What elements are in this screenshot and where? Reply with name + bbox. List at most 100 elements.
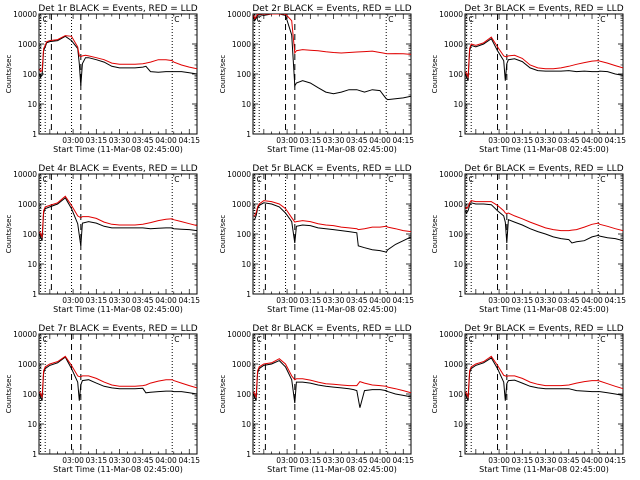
x-tick-label: 04:15 [392, 136, 414, 145]
y-axis-label: Counts/sec [431, 55, 439, 94]
x-tick-label: 03:15 [512, 136, 534, 145]
x-tick-label: 04:00 [155, 456, 177, 465]
x-tick-label: 04:00 [369, 296, 391, 305]
panel-title: Det 2r BLACK = Events, RED = LLD [252, 4, 411, 14]
y-tick-label: 100 [449, 390, 464, 399]
x-tick-label: 04:15 [604, 136, 626, 145]
chart-panel-5: Det 5r BLACK = Events, RED = LLD 1 10 100 10… [219, 164, 414, 314]
x-axis-label: Start Time (11-Mar-08 02:45:00) [267, 465, 397, 474]
events-series-line [465, 357, 623, 401]
x-tick-label: 03:15 [512, 296, 534, 305]
lld-series-line [465, 36, 623, 79]
y-tick-label: 10000 [439, 10, 463, 19]
panel-title: Det 1r BLACK = Events, RED = LLD [38, 4, 197, 14]
panel-title: Det 6r BLACK = Events, RED = LLD [464, 164, 623, 174]
y-axis-label: Counts/sec [5, 375, 13, 414]
plot-frame [252, 173, 412, 295]
x-tick-label: 03:45 [346, 456, 368, 465]
plot-frame [464, 333, 624, 455]
events-series-line [465, 37, 623, 81]
panel-title: Det 8r BLACK = Events, RED = LLD [252, 324, 411, 334]
panel-title: Det 3r BLACK = Events, RED = LLD [464, 4, 623, 14]
x-tick-label: 04:00 [155, 136, 177, 145]
x-tick-label: 03:45 [558, 296, 580, 305]
x-tick-label: 04:00 [369, 136, 391, 145]
y-tick-label: 10 [241, 260, 251, 269]
marker-c-label: C [43, 335, 48, 344]
y-tick-label: 100 [23, 70, 38, 79]
y-tick-label: 10000 [13, 10, 37, 19]
x-tick-label: 03:15 [300, 456, 322, 465]
events-series-line [253, 360, 411, 408]
chart-panel-6: Det 6r BLACK = Events, RED = LLD 1 10 100 10… [431, 164, 626, 314]
y-tick-label: 1000 [444, 200, 463, 209]
marker-c-label: C [257, 15, 262, 24]
y-axis-label: Counts/sec [431, 215, 439, 254]
y-axis-label: Counts/sec [219, 375, 227, 414]
x-tick-label: 03:00 [488, 456, 510, 465]
chart-panel-2: Det 2r BLACK = Events, RED = LLD 1 10 100 10… [219, 4, 414, 154]
x-tick-label: 03:45 [346, 296, 368, 305]
y-tick-label: 1 [32, 130, 37, 139]
y-tick-label: 1 [458, 130, 463, 139]
x-tick-label: 03:30 [535, 136, 557, 145]
x-tick-label: 04:15 [392, 296, 414, 305]
marker-c-label: C [600, 175, 605, 184]
panel-title: Det 9r BLACK = Events, RED = LLD [464, 324, 623, 334]
y-tick-label: 10000 [227, 330, 251, 339]
y-tick-label: 10000 [439, 170, 463, 179]
lld-series-line [253, 200, 411, 233]
y-tick-label: 100 [237, 390, 252, 399]
lld-series-line [253, 14, 411, 55]
y-tick-label: 1 [458, 450, 463, 459]
marker-c-label: C [469, 15, 474, 24]
x-tick-label: 03:15 [86, 136, 108, 145]
y-tick-label: 10 [453, 100, 463, 109]
lld-series-line [253, 358, 411, 399]
y-tick-label: 10 [27, 420, 37, 429]
y-axis-label: Counts/sec [219, 55, 227, 94]
plot-frame [38, 173, 198, 295]
y-tick-label: 1 [246, 130, 251, 139]
x-axis-label: Start Time (11-Mar-08 02:45:00) [479, 145, 609, 154]
y-tick-label: 100 [237, 70, 252, 79]
x-tick-label: 03:00 [276, 296, 298, 305]
x-tick-label: 03:30 [109, 456, 131, 465]
x-tick-label: 03:30 [535, 456, 557, 465]
marker-c-label: C [257, 175, 262, 184]
x-tick-label: 03:45 [132, 456, 154, 465]
x-tick-label: 03:00 [276, 456, 298, 465]
x-axis-label: Start Time (11-Mar-08 02:45:00) [479, 465, 609, 474]
x-tick-label: 03:30 [323, 296, 345, 305]
y-tick-label: 10 [453, 420, 463, 429]
chart-panel-9: Det 9r BLACK = Events, RED = LLD 1 10 100 10… [431, 324, 626, 474]
x-tick-label: 03:30 [535, 296, 557, 305]
x-tick-label: 04:00 [155, 296, 177, 305]
marker-c-label: C [469, 175, 474, 184]
x-tick-label: 03:45 [132, 296, 154, 305]
y-tick-label: 10 [453, 260, 463, 269]
y-tick-label: 1 [458, 290, 463, 299]
x-tick-label: 04:00 [581, 456, 603, 465]
x-axis-label: Start Time (11-Mar-08 02:45:00) [267, 145, 397, 154]
x-tick-label: 03:00 [62, 136, 84, 145]
y-axis-label: Counts/sec [219, 215, 227, 254]
y-tick-label: 10 [241, 420, 251, 429]
plot-frame [252, 333, 412, 455]
panel-title: Det 7r BLACK = Events, RED = LLD [38, 324, 197, 334]
y-tick-label: 1000 [232, 360, 251, 369]
plot-frame [252, 13, 412, 135]
x-tick-label: 04:15 [392, 456, 414, 465]
lld-series-line [465, 200, 623, 232]
events-series-line [253, 14, 411, 101]
y-tick-label: 10000 [227, 170, 251, 179]
x-tick-label: 04:15 [604, 296, 626, 305]
events-series-line [39, 356, 197, 401]
plot-frame [38, 333, 198, 455]
x-tick-label: 03:30 [323, 136, 345, 145]
x-tick-label: 04:00 [369, 456, 391, 465]
marker-c-label: C [174, 175, 179, 184]
y-tick-label: 1000 [232, 40, 251, 49]
panel-title: Det 4r BLACK = Events, RED = LLD [38, 164, 197, 174]
x-axis-label: Start Time (11-Mar-08 02:45:00) [53, 305, 183, 314]
